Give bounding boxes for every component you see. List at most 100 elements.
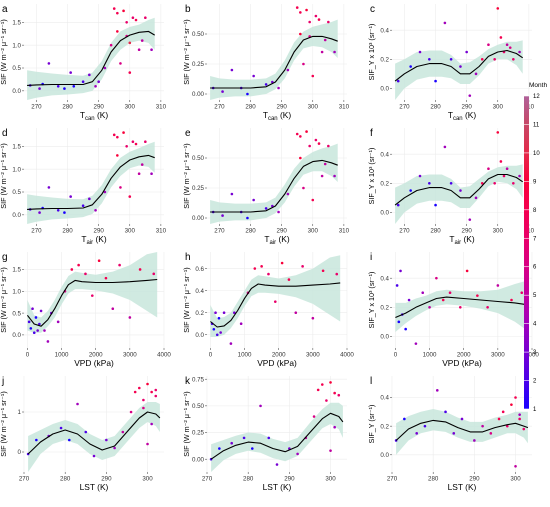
data-point bbox=[142, 406, 145, 410]
confidence-band bbox=[210, 19, 338, 100]
x-tick-label: 0 bbox=[209, 352, 213, 359]
data-point bbox=[518, 50, 521, 54]
panel-label: b bbox=[185, 4, 191, 15]
data-point bbox=[518, 174, 521, 178]
fit-curve bbox=[210, 282, 341, 328]
x-tick-label: 290 bbox=[94, 228, 105, 235]
data-point bbox=[109, 43, 113, 47]
x-tick-label: 1000 bbox=[423, 352, 437, 359]
y-axis-label: SIF (W m⁻² μ⁻¹ sr⁻¹) bbox=[0, 19, 8, 84]
y-axis-label: SIF (W m⁻² μ⁻¹ sr⁻¹) bbox=[182, 267, 191, 332]
panel-a: a 270 280 290 300 310 0.0 0.5 1.0 1.5 Tcan (K) SIF … bbox=[0, 4, 167, 122]
data-point bbox=[142, 398, 145, 402]
panel-label: i bbox=[370, 252, 372, 263]
data-point bbox=[121, 430, 125, 434]
data-point bbox=[140, 39, 144, 42]
data-point bbox=[76, 402, 79, 406]
x-tick-label: 1000 bbox=[55, 352, 69, 359]
data-point bbox=[63, 87, 66, 90]
y-tick-label: 0.00 bbox=[192, 215, 205, 222]
data-point bbox=[31, 307, 34, 311]
panel-g: g 0 1000 2000 3000 4000 0.0 0.5 1.0 1.5 VPD (kPa) S… bbox=[0, 252, 171, 368]
panel-f: f 270 280 290 300 310 0.0 0.2 0.4 Tair (K) SIF_Y x… bbox=[367, 128, 535, 246]
data-point bbox=[137, 48, 141, 52]
fit-curve bbox=[394, 173, 524, 206]
data-point bbox=[496, 131, 500, 134]
x-tick-label: 290 bbox=[462, 228, 473, 235]
data-point bbox=[27, 320, 31, 324]
x-axis-label: VPD (kPa) bbox=[257, 358, 297, 368]
data-point bbox=[59, 426, 63, 430]
panel-label: g bbox=[2, 252, 8, 263]
x-tick-label: 280 bbox=[62, 104, 73, 111]
data-point bbox=[323, 162, 327, 166]
x-tick-label: 290 bbox=[277, 228, 288, 235]
data-point bbox=[480, 57, 484, 61]
data-point bbox=[505, 424, 509, 428]
x-tick-label: 300 bbox=[125, 104, 136, 111]
x-axis-label: Tair (K) bbox=[81, 234, 106, 246]
x-axis-label: VPD (kPa) bbox=[442, 358, 482, 368]
x-axis-label: Tcan (K) bbox=[263, 110, 292, 122]
data-point bbox=[407, 298, 411, 302]
data-point bbox=[221, 214, 224, 217]
panel-h: h 0 1000 2000 3000 4000 0.0 0.2 0.4 0.6 VPD (kPa) S… bbox=[182, 252, 354, 368]
data-point bbox=[465, 50, 468, 54]
colorbar-tick-label: 3 bbox=[533, 350, 537, 356]
fit-curve bbox=[26, 278, 158, 327]
y-tick-label: 0.2 bbox=[380, 423, 389, 430]
x-tick-label: 310 bbox=[156, 228, 167, 235]
y-tick-label: 0.50 bbox=[192, 155, 205, 162]
y-tick-label: 0.2 bbox=[380, 304, 389, 311]
data-point bbox=[67, 438, 71, 442]
data-point bbox=[308, 144, 311, 148]
data-point bbox=[88, 197, 91, 201]
data-point bbox=[487, 167, 490, 171]
data-point bbox=[116, 30, 119, 33]
x-tick-label: 3000 bbox=[491, 352, 505, 359]
data-point bbox=[90, 294, 94, 297]
y-tick-label: 0.5 bbox=[12, 189, 21, 196]
data-point bbox=[305, 8, 308, 12]
data-point bbox=[409, 65, 412, 68]
confidence-band bbox=[211, 402, 343, 472]
data-point bbox=[493, 181, 496, 185]
data-point bbox=[295, 6, 299, 9]
data-point bbox=[277, 86, 280, 90]
data-point bbox=[418, 174, 422, 178]
y-tick-label: 0.0 bbox=[380, 86, 389, 93]
panel-d: d 270 280 290 300 310 0.0 0.5 1.0 1.5 Tair (K) SIF … bbox=[0, 128, 167, 246]
x-tick-label: 280 bbox=[245, 228, 256, 235]
panel-label: c bbox=[370, 4, 375, 15]
x-tick-label: 290 bbox=[101, 476, 112, 483]
confidence-band bbox=[27, 17, 155, 100]
data-point bbox=[103, 190, 107, 194]
data-point bbox=[460, 417, 464, 421]
x-axis-label: Tcan (K) bbox=[448, 110, 477, 122]
fit-curve bbox=[210, 412, 344, 460]
data-point bbox=[119, 186, 122, 189]
y-axis-label: SIF (W m⁻² μ⁻¹ sr⁻¹) bbox=[182, 391, 191, 456]
data-point bbox=[154, 394, 158, 398]
x-tick-label: 290 bbox=[284, 476, 295, 483]
x-tick-label: 300 bbox=[308, 228, 319, 235]
x-tick-label: 290 bbox=[462, 104, 473, 111]
data-point bbox=[150, 48, 153, 52]
data-point bbox=[97, 259, 101, 263]
data-point bbox=[428, 57, 431, 61]
x-tick-label: 2000 bbox=[89, 352, 103, 359]
data-point bbox=[252, 74, 255, 78]
colorbar-tick-label: 1 bbox=[533, 407, 537, 413]
data-point bbox=[63, 211, 66, 214]
y-tick-label: 0.5 bbox=[12, 310, 21, 317]
x-tick-label: 270 bbox=[214, 228, 225, 235]
panel-j: j 270 280 290 300 0 1 LST (K) SIF (W m⁻² μ⁻¹ sr⁻… bbox=[0, 376, 164, 492]
data-point bbox=[468, 94, 472, 97]
data-point bbox=[152, 272, 156, 276]
data-point bbox=[496, 7, 500, 10]
data-point bbox=[116, 11, 119, 15]
data-point bbox=[514, 464, 517, 468]
y-tick-label: 0.50 bbox=[192, 31, 205, 38]
